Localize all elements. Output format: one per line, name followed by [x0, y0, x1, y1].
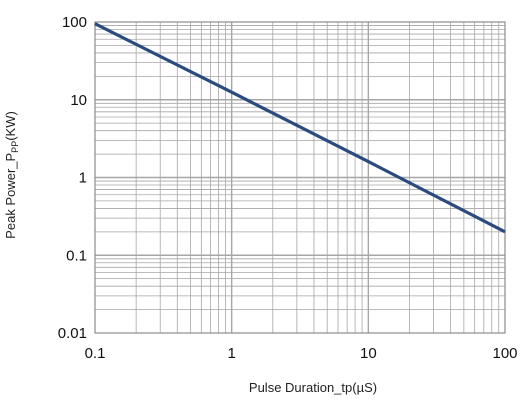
- plot-frame: [94, 21, 506, 334]
- y-axis-label-unit: (KW): [3, 111, 18, 141]
- grid: [95, 22, 505, 333]
- y-tick-labels: 0.01 0.1 1 10 100: [58, 14, 87, 342]
- y-tick-label: 0.1: [66, 247, 87, 264]
- plot-border: [94, 21, 506, 334]
- y-tick-label: 0.01: [58, 325, 87, 342]
- x-tick-labels: 0.1 1 10 100: [85, 345, 518, 362]
- x-tick-label: 0.1: [85, 345, 106, 362]
- x-tick-label: 100: [492, 345, 517, 362]
- series-line-0: [94, 22, 506, 234]
- y-tick-label: 1: [79, 170, 87, 187]
- x-axis-label: Pulse Duration_tp(µS): [249, 380, 377, 395]
- x-tick-label: 10: [360, 345, 377, 362]
- y-tick-label: 100: [62, 14, 87, 31]
- series-group: [94, 22, 506, 234]
- y-axis-label: Peak Power_PPP(KW): [3, 111, 20, 239]
- y-tick-label: 10: [70, 92, 87, 109]
- y-axis-label-main: Peak Power_P: [3, 153, 18, 239]
- x-tick-label: 1: [227, 345, 235, 362]
- y-axis-label-subscript: PP: [10, 141, 20, 153]
